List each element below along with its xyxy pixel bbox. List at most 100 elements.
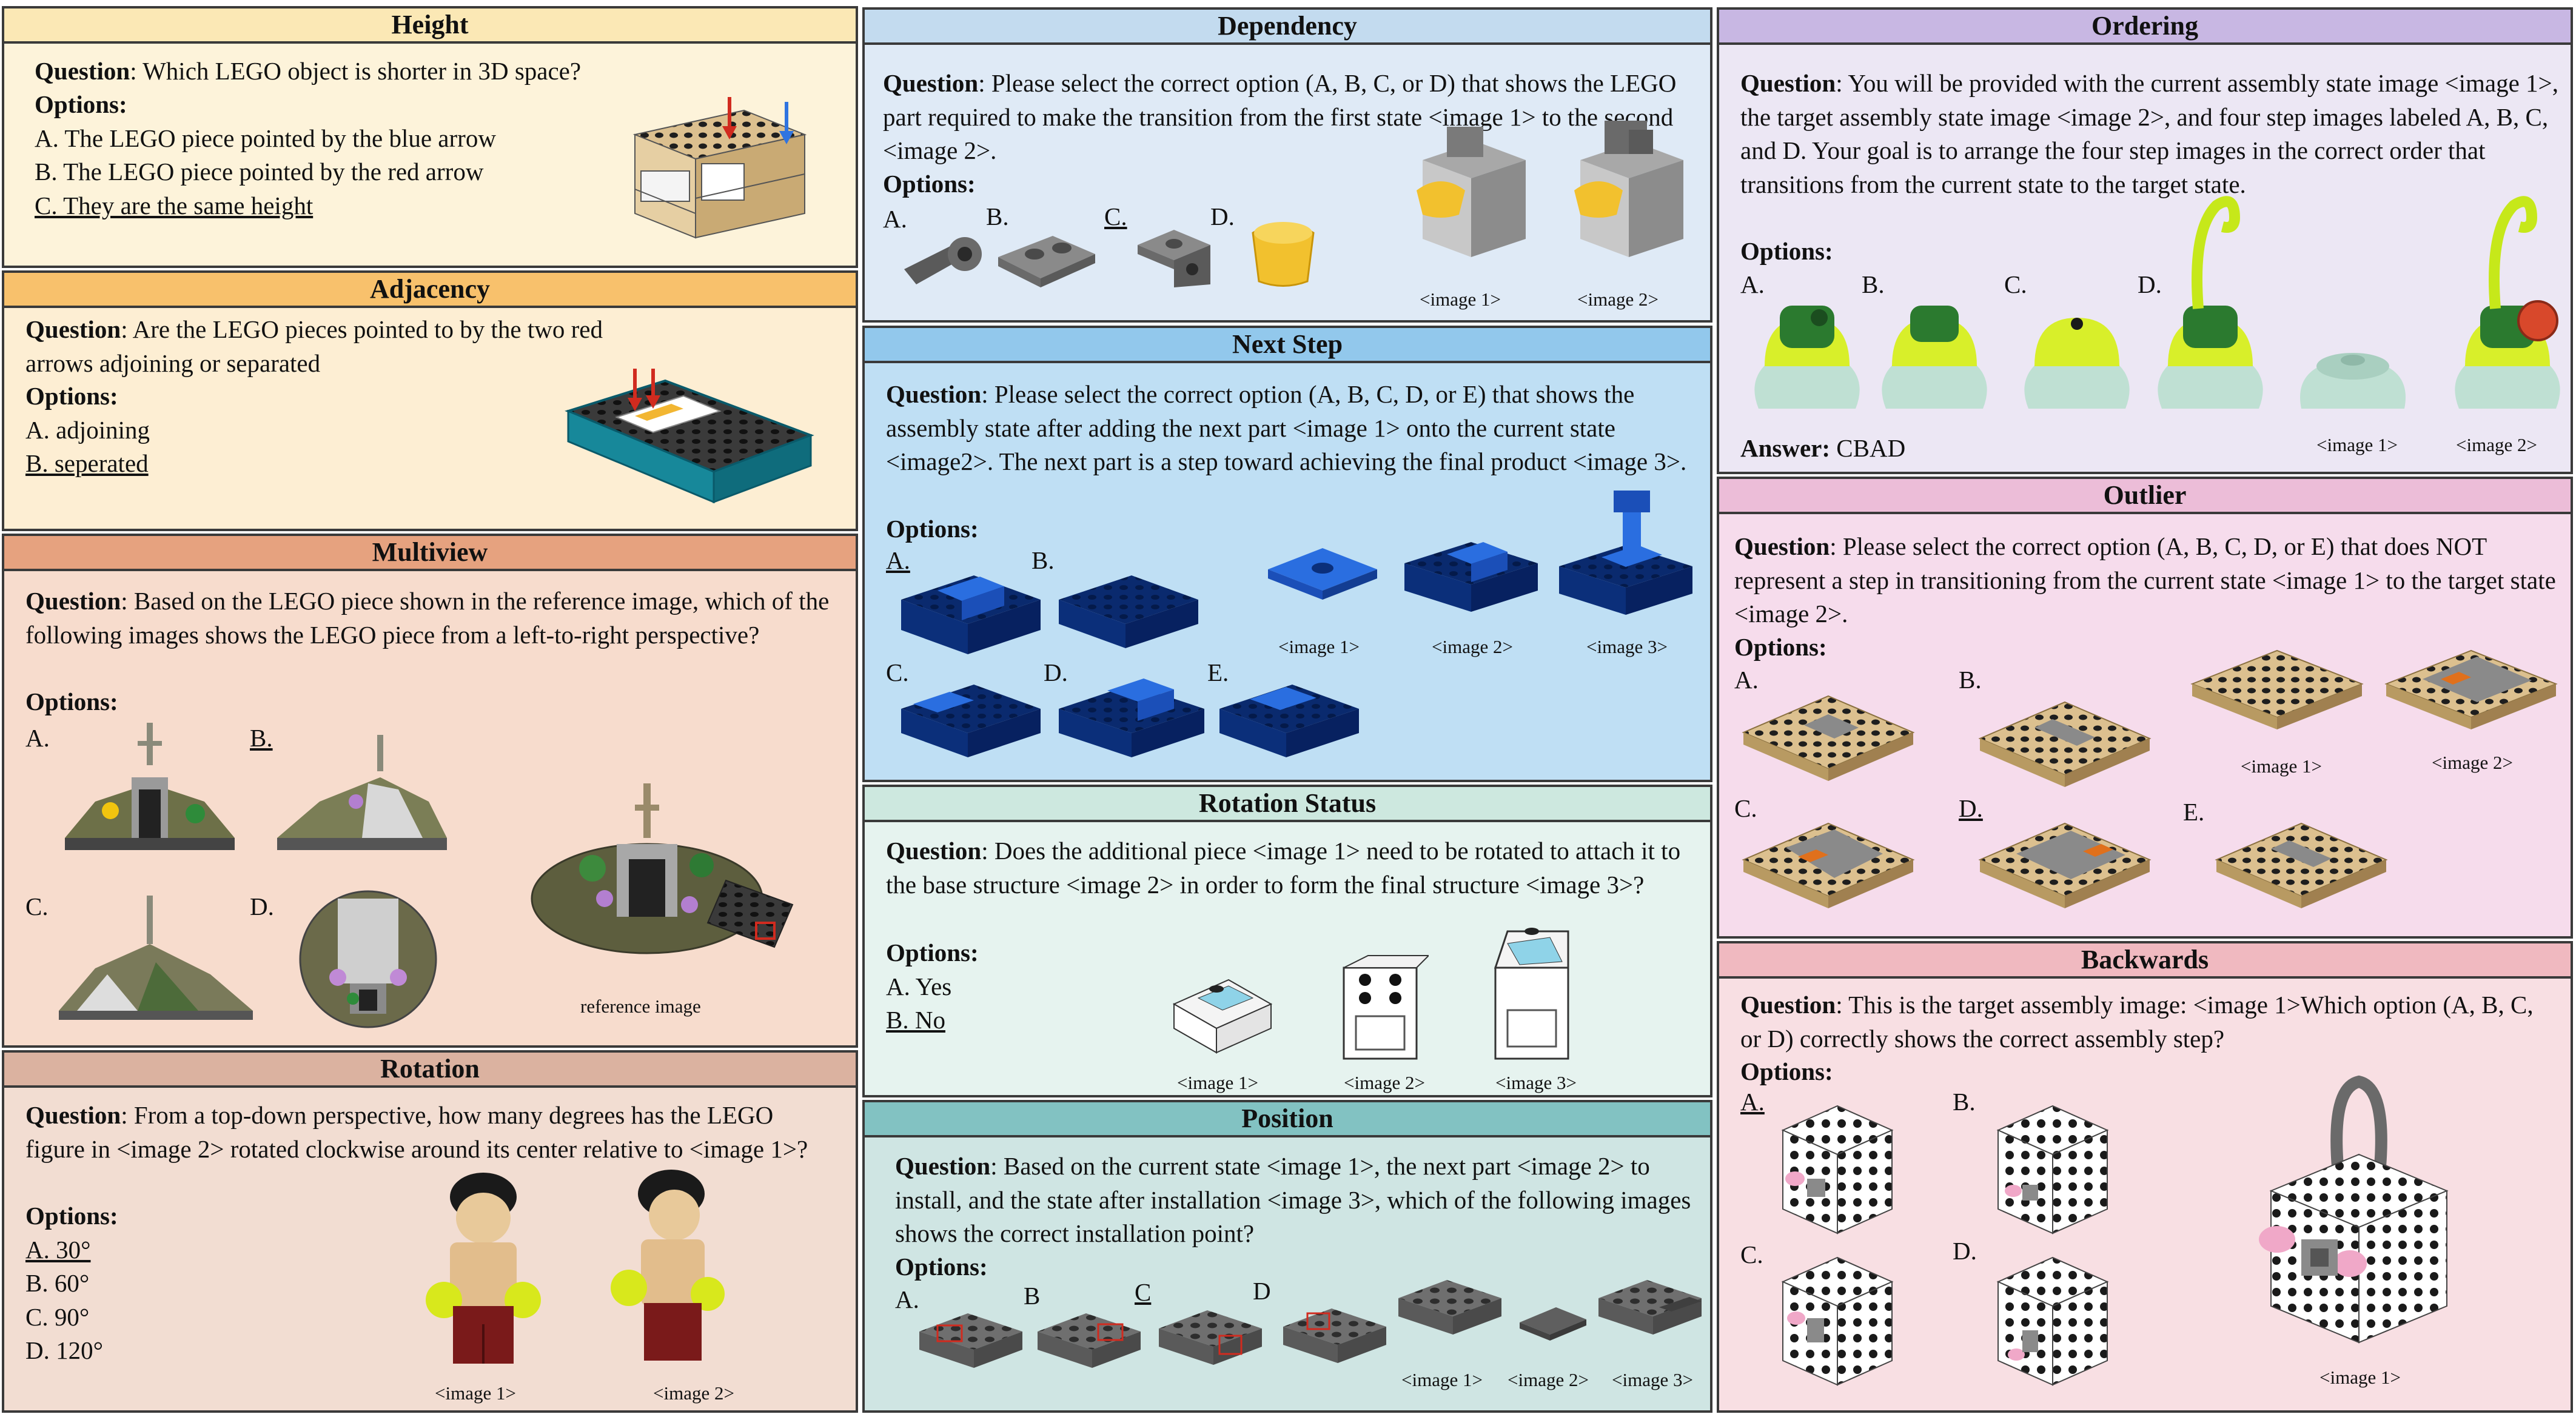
backwards-option-c [1781, 1256, 1894, 1386]
option-label-a-correct: A. [1740, 1088, 1765, 1116]
position-option-a [919, 1313, 1022, 1368]
rotation-figure-1 [426, 1173, 541, 1364]
outlier-option-e [2215, 822, 2388, 908]
panel-title: Next Step [865, 328, 1710, 363]
option-label-c: C. [1740, 1241, 1763, 1268]
dependency-image-1 [1417, 127, 1526, 257]
question-body: : Does the additional piece <image 1> ne… [886, 837, 1681, 899]
option-label-c-correct: C [1135, 1278, 1152, 1306]
option-label-a-correct: A. [886, 546, 910, 574]
question-text: Question: Does the additional piece <ima… [886, 834, 1699, 902]
panel-title: Adjacency [4, 273, 856, 308]
position-option-b [1038, 1313, 1141, 1368]
question-label: Question [1740, 991, 1836, 1019]
options: Options: A. adjoining B. seperated [25, 380, 150, 481]
option-b-correct: B. No [886, 1006, 945, 1034]
option-c-correct: C. They are the same height [35, 191, 314, 219]
multiview-option-c [59, 896, 253, 1020]
panel-body: Question: Please select the correct opti… [1719, 514, 2571, 936]
outlier-option-c [1742, 822, 1915, 908]
position-option-c [1159, 1310, 1262, 1365]
caption-image-3: <image 3> [1586, 636, 1668, 657]
options-label-row: Options: [1740, 1055, 1833, 1089]
option-label-b: B [1024, 1282, 1041, 1310]
caption-image-1: <image 1> [1278, 636, 1360, 657]
question-body: : You will be provided with the current … [1740, 69, 2558, 198]
question-body: : Please select the correct option (A, B… [1734, 532, 2556, 628]
option-label-c: C. [886, 658, 909, 686]
question-text: Question: Based on the LEGO piece shown … [25, 585, 832, 652]
question-label: Question [35, 57, 130, 85]
panel-body: Question: From a top-down perspective, h… [4, 1088, 856, 1410]
option-label-e: E. [1207, 658, 1229, 686]
panel-ordering: Ordering Question: You will be provided … [1717, 7, 2573, 474]
ordering-option-a [1754, 306, 1860, 409]
caption-image-2: <image 2> [2456, 434, 2537, 455]
question-body: : Which LEGO object is shorter in 3D spa… [130, 57, 582, 85]
options-label-row: Options: [1734, 631, 1827, 665]
caption-image-3: <image 3> [1495, 1072, 1577, 1093]
nextstep-image-1 [1268, 548, 1377, 600]
option-label-d: D [1253, 1277, 1271, 1305]
panel-title: Height [4, 8, 856, 44]
rotation-figure-2 [611, 1170, 725, 1361]
option-label-d: D. [1210, 203, 1235, 230]
option-label-b-correct: B. [250, 724, 273, 752]
question-text: Question: Are the LEGO pieces pointed to… [25, 313, 632, 380]
answer-value: CBAD [1830, 434, 1906, 462]
options-label: Options: [1740, 1057, 1833, 1085]
caption-image-1: <image 1> [1420, 289, 1501, 310]
options-label: Options: [35, 90, 127, 118]
nextstep-image-2 [1404, 542, 1538, 612]
question-label: Question [895, 1152, 991, 1180]
option-label-a: A. [1740, 270, 1765, 298]
panel-position: Position Question: Based on the current … [862, 1100, 1712, 1413]
outlier-image-2 [2384, 649, 2558, 729]
panel-title: Rotation [4, 1053, 856, 1088]
option-label-c: C. [25, 893, 49, 920]
panel-height: Height Question: Which LEGO object is sh… [2, 6, 858, 268]
option-label-c-correct: C. [1104, 203, 1127, 230]
panel-adjacency: Adjacency Question: Are the LEGO pieces … [2, 270, 858, 531]
option-label-b: B. [1959, 666, 1982, 694]
rotstatus-image-3 [1494, 928, 1569, 1060]
option-label-a: A. [895, 1285, 919, 1313]
option-label-d-correct: D. [1959, 794, 1983, 822]
panel-next-step: Next Step Question: Please select the co… [862, 326, 1712, 782]
ordering-option-d [2158, 196, 2263, 409]
panel-title: Backwards [1719, 943, 2571, 979]
options-label: Options: [25, 1202, 118, 1230]
question-label: Question [25, 587, 121, 615]
option-b-correct: B. seperated [25, 449, 149, 477]
caption-image-2: <image 2> [2432, 752, 2513, 773]
options-label: Options: [1734, 633, 1827, 661]
options-label-row: Options: [895, 1250, 988, 1284]
position-option-d [1283, 1308, 1386, 1363]
options: Options: A. Yes B. No [886, 936, 979, 1037]
outlier-option-d [1978, 822, 2152, 908]
question-body: : Please select the correct option (A, B… [883, 69, 1677, 164]
panel-body: Question: You will be provided with the … [1719, 45, 2571, 472]
caption-image-1: <image 1> [2316, 434, 2398, 455]
option-label-d: D. [2138, 270, 2162, 298]
option-label-b: B. [1031, 546, 1055, 574]
question-label: Question [25, 315, 121, 343]
caption-image-1: <image 1> [435, 1382, 516, 1404]
dependency-option-a [904, 237, 982, 284]
nextstep-option-e [1219, 685, 1359, 757]
question-label: Question [886, 837, 982, 865]
option-label-b: B. [1862, 270, 1885, 298]
option-b: B. 60° [25, 1269, 90, 1297]
question-text: Question: Please select the correct opti… [1734, 530, 2559, 631]
option-label-e: E. [2183, 798, 2205, 826]
options-label-row: Options: [25, 685, 118, 719]
question-label: Question [1734, 532, 1830, 560]
caption-image-3: <image 3> [1612, 1369, 1693, 1390]
nextstep-option-d [1059, 678, 1204, 757]
question-body: : This is the target assembly image: <im… [1740, 991, 2534, 1053]
options: Options: A. 30° B. 60° C. 90° D. 120° [25, 1199, 118, 1368]
option-label-b: B. [986, 203, 1009, 230]
caption-image-1: <image 1> [1177, 1072, 1258, 1093]
panel-outlier: Outlier Question: Please select the corr… [1717, 477, 2573, 939]
options-label-row: Options: [883, 167, 976, 201]
